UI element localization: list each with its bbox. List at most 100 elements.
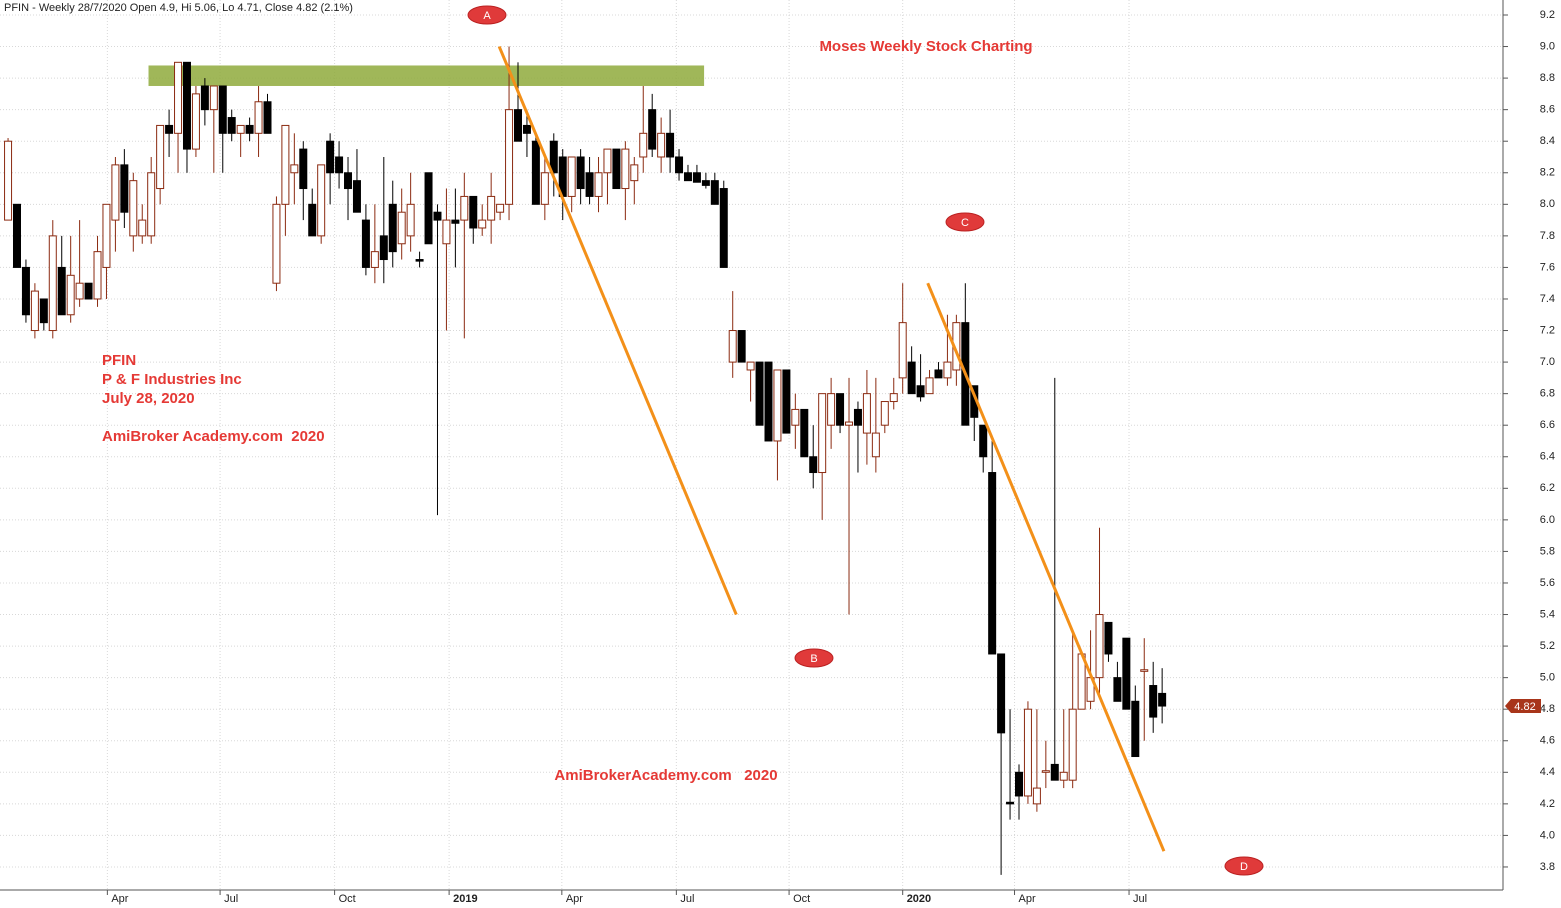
y-tick-label: 5.0 bbox=[1540, 672, 1555, 684]
candle-body bbox=[898, 322, 907, 379]
candle-body bbox=[120, 164, 129, 213]
candle-body bbox=[1149, 685, 1158, 718]
candle-body bbox=[236, 124, 245, 134]
candle-body bbox=[30, 290, 39, 332]
candle-body bbox=[505, 109, 514, 205]
x-tick-label: Apr bbox=[111, 893, 128, 905]
candle-body bbox=[174, 61, 183, 134]
y-tick-label: 4.2 bbox=[1540, 798, 1555, 810]
y-tick-label: 4.0 bbox=[1540, 829, 1555, 841]
candle-body bbox=[818, 393, 827, 474]
y-tick-label: 8.4 bbox=[1540, 135, 1555, 147]
chart-title: PFIN - Weekly 28/7/2020 Open 4.9, Hi 5.0… bbox=[4, 2, 353, 14]
marker-badge bbox=[467, 5, 507, 25]
candle-body bbox=[129, 180, 138, 237]
x-tick-label: Oct bbox=[339, 893, 356, 905]
y-tick-label: 7.4 bbox=[1540, 293, 1555, 305]
candle-body bbox=[1006, 801, 1015, 805]
price-tag-label: 4.82 bbox=[1514, 701, 1535, 713]
candle-body bbox=[719, 188, 728, 268]
candle-body bbox=[845, 421, 854, 426]
candle-body bbox=[12, 203, 21, 268]
candle-body bbox=[853, 408, 862, 426]
candle-body bbox=[460, 195, 469, 221]
candle-body bbox=[138, 219, 147, 237]
y-tick-label: 5.8 bbox=[1540, 545, 1555, 557]
y-tick-label: 6.0 bbox=[1540, 514, 1555, 526]
candle-body bbox=[254, 101, 263, 134]
y-tick-label: 7.0 bbox=[1540, 356, 1555, 368]
resistance-zone bbox=[148, 65, 705, 86]
y-tick-label: 8.2 bbox=[1540, 167, 1555, 179]
candle-body bbox=[1041, 770, 1050, 773]
candle-body bbox=[469, 195, 478, 229]
candle-body bbox=[245, 124, 254, 134]
candle-body bbox=[737, 330, 746, 363]
y-tick-label: 3.8 bbox=[1540, 861, 1555, 873]
candle-body bbox=[1014, 771, 1023, 797]
annotation: AmiBroker Academy.com 2020 bbox=[102, 428, 325, 445]
candle-body bbox=[93, 251, 102, 300]
candle-body bbox=[907, 361, 916, 395]
candle-body bbox=[1023, 708, 1032, 797]
candle-body bbox=[594, 172, 603, 197]
candle-body bbox=[397, 211, 406, 245]
candle-body bbox=[943, 361, 952, 379]
marker-label: C bbox=[961, 217, 969, 229]
candle-body bbox=[612, 148, 621, 190]
candle-body bbox=[862, 393, 871, 434]
candle-body bbox=[648, 109, 657, 150]
candle-body bbox=[1104, 621, 1113, 655]
y-tick-label: 8.0 bbox=[1540, 198, 1555, 210]
candle-body bbox=[513, 109, 522, 142]
marker-badge bbox=[794, 648, 834, 668]
candle-body bbox=[925, 377, 934, 395]
candle-body bbox=[666, 132, 675, 158]
candle-body bbox=[827, 393, 836, 426]
candle-body bbox=[603, 148, 612, 174]
candle-body bbox=[227, 117, 236, 134]
candle-body bbox=[683, 172, 692, 182]
candle-body bbox=[531, 140, 540, 205]
candle-body bbox=[567, 156, 576, 197]
candle-body bbox=[496, 203, 505, 213]
x-tick-label: Apr bbox=[566, 893, 583, 905]
candle-body bbox=[39, 298, 48, 324]
candle-body bbox=[889, 393, 898, 403]
candle-body bbox=[66, 274, 75, 316]
candle-body bbox=[200, 85, 209, 111]
price-tag bbox=[1505, 699, 1541, 714]
trend-line bbox=[497, 45, 738, 616]
x-tick-label: Jul bbox=[224, 893, 238, 905]
annotation: July 28, 2020 bbox=[102, 390, 195, 407]
candle-body bbox=[442, 219, 451, 245]
candle-body bbox=[21, 266, 30, 316]
candle-body bbox=[299, 148, 308, 190]
x-tick-label: Apr bbox=[1019, 893, 1036, 905]
candle-body bbox=[585, 172, 594, 197]
candle-body bbox=[701, 180, 710, 186]
candle-body bbox=[773, 369, 782, 442]
candle-body bbox=[352, 180, 361, 213]
y-tick-label: 5.6 bbox=[1540, 577, 1555, 589]
candle-body bbox=[281, 124, 290, 205]
candle-body bbox=[415, 259, 424, 262]
y-tick-label: 7.2 bbox=[1540, 324, 1555, 336]
x-tick-label: Jul bbox=[680, 893, 694, 905]
annotation: P & F Industries Inc bbox=[102, 371, 242, 388]
candle-body bbox=[1050, 763, 1059, 781]
candle-body bbox=[639, 132, 648, 158]
y-tick-label: 6.2 bbox=[1540, 482, 1555, 494]
candle-body bbox=[147, 172, 156, 237]
y-tick-label: 5.2 bbox=[1540, 640, 1555, 652]
candle-body bbox=[478, 219, 487, 229]
x-tick-label: Jul bbox=[1133, 893, 1147, 905]
candle-body bbox=[675, 156, 684, 174]
y-tick-label: 9.0 bbox=[1540, 40, 1555, 52]
candle-body bbox=[934, 369, 943, 379]
candle-body bbox=[764, 361, 773, 442]
marker-label: B bbox=[810, 653, 817, 665]
candle-body bbox=[549, 140, 558, 174]
candle-body bbox=[406, 203, 415, 237]
